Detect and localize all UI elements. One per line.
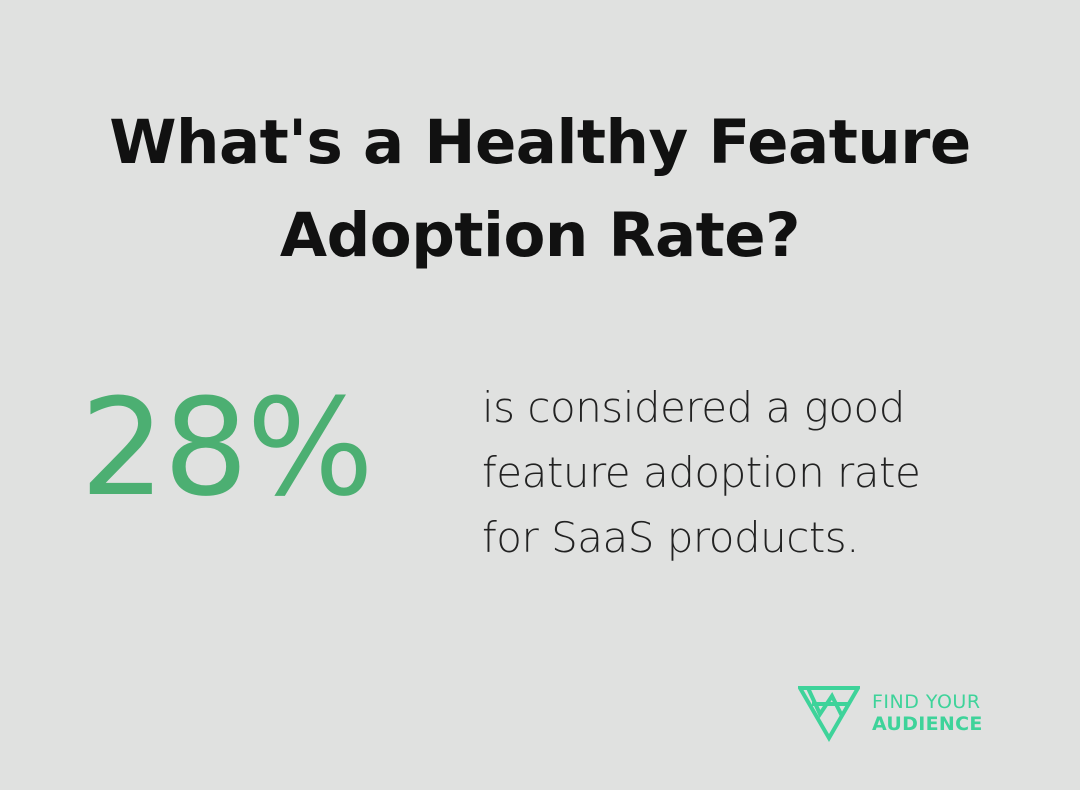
description-line-3: for SaaS products. [482, 513, 860, 562]
page-title: What's a Healthy Feature Adoption Rate? [0, 96, 1080, 282]
title-line-2: Adoption Rate? [279, 200, 801, 271]
brand-name-line-1: FIND YOUR [872, 691, 981, 713]
brand-name-line-2: AUDIENCE [872, 713, 983, 735]
brand-logo: FIND YOUR AUDIENCE [798, 684, 1028, 744]
triangle-logo-icon [798, 686, 860, 742]
title-line-1: What's a Healthy Feature [109, 107, 971, 178]
description-line-1: is considered a good [482, 383, 905, 432]
stat-value: 28% [80, 370, 374, 526]
stat-description: is considered a good feature adoption ra… [482, 375, 1042, 570]
description-line-2: feature adoption rate [482, 448, 921, 497]
brand-name: FIND YOUR AUDIENCE [872, 691, 983, 735]
